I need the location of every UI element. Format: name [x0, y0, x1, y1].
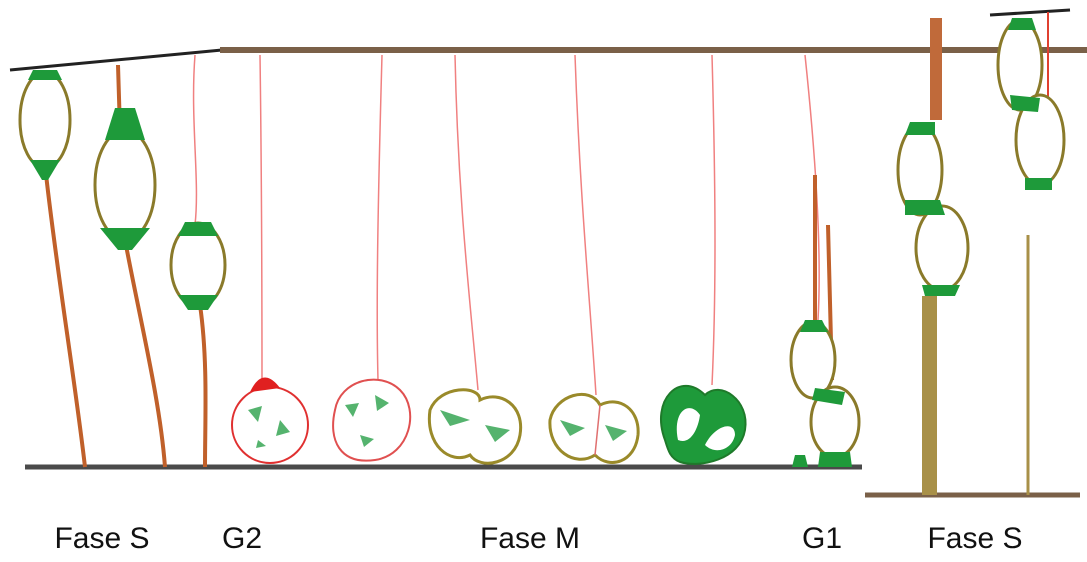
cleavage-furrow: [594, 404, 601, 456]
cell-process: [43, 164, 87, 468]
nucleus: [789, 320, 837, 400]
cell-process: [259, 54, 263, 386]
cell-process: [198, 304, 208, 468]
chromosomes: [248, 406, 290, 448]
mitotic-cell: [659, 384, 747, 465]
cytoplasm: [178, 222, 218, 236]
cell-process: [804, 54, 820, 321]
cell-process: [922, 296, 937, 495]
cytoplasm: [28, 70, 62, 80]
phase-label: Fase M: [480, 522, 580, 555]
chromosomes: [560, 420, 627, 441]
nucleus: [18, 70, 72, 170]
apical-surface: [989, 8, 1071, 17]
nucleus: [93, 128, 157, 242]
cytoplasm: [178, 295, 218, 310]
phase-label: G2: [222, 522, 262, 555]
chromosomes: [440, 410, 510, 442]
cell-process: [376, 54, 383, 381]
cell-process: [711, 54, 716, 386]
cytoplasm: [250, 377, 280, 392]
mitotic-cell: [231, 386, 309, 464]
daughter-nucleus: [676, 408, 735, 451]
phase-label: Fase S: [927, 522, 1022, 555]
cytoplasm: [30, 160, 60, 180]
cytoplasm: [105, 108, 145, 140]
cell-process: [454, 54, 479, 391]
nucleus: [914, 204, 970, 292]
cytoplasm: [792, 320, 852, 467]
cell-process: [192, 54, 198, 226]
mitotic-cell: [427, 388, 523, 465]
mitotic-cell: [332, 378, 412, 462]
mitotic-cell: [548, 392, 640, 464]
chromosomes: [345, 395, 389, 447]
apical-surface: [9, 48, 223, 72]
cytoplasm: [1008, 18, 1052, 190]
phase-label: Fase S: [54, 522, 149, 555]
cytoplasm: [100, 228, 150, 250]
cytoplasm: [905, 122, 960, 296]
cell-process: [574, 54, 597, 396]
phase-label: G1: [802, 522, 842, 555]
cell-process: [930, 18, 942, 120]
